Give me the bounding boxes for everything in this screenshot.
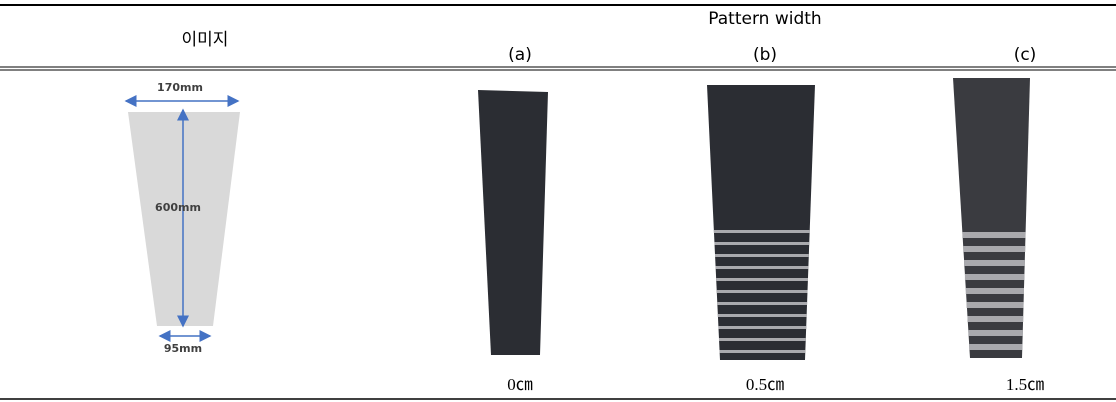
stripe [716, 278, 808, 281]
dimension-label: 95mm [164, 342, 202, 355]
stripe [965, 274, 1025, 280]
width-label: 0㎝ [507, 375, 533, 394]
stripe [719, 338, 806, 341]
table-figure: 이미지 Pattern width (a) (b) (c) 170mm 600m… [0, 0, 1116, 402]
width-label: 1.5㎝ [1006, 375, 1044, 394]
width-label: 0.5㎝ [746, 375, 784, 394]
stripe [966, 288, 1024, 294]
stripe [714, 230, 810, 233]
stripe [969, 344, 1022, 350]
stripe [717, 302, 807, 305]
stripe [716, 266, 809, 269]
stripe [717, 290, 808, 293]
sleeve-photo [707, 85, 815, 360]
stripe [718, 314, 807, 317]
column-header: (c) [1014, 45, 1037, 65]
stripe [962, 232, 1025, 238]
stripe [718, 326, 806, 329]
stripe [967, 302, 1024, 308]
stripe [714, 242, 809, 245]
stripe [964, 260, 1025, 266]
stripe [963, 246, 1025, 252]
column-header: 이미지 [182, 30, 229, 50]
stripe [968, 330, 1023, 336]
stripe [720, 350, 806, 353]
stripe [967, 316, 1023, 322]
sleeve-photo [478, 90, 548, 355]
column-group-header: Pattern width [708, 9, 821, 29]
dimension-label: 600mm [155, 201, 201, 214]
dimension-label: 170mm [157, 81, 203, 94]
stripe [715, 254, 809, 257]
column-header: (b) [753, 45, 777, 65]
column-header: (a) [508, 45, 532, 65]
stripe-group [962, 232, 1025, 350]
pattern-shape [128, 112, 240, 326]
